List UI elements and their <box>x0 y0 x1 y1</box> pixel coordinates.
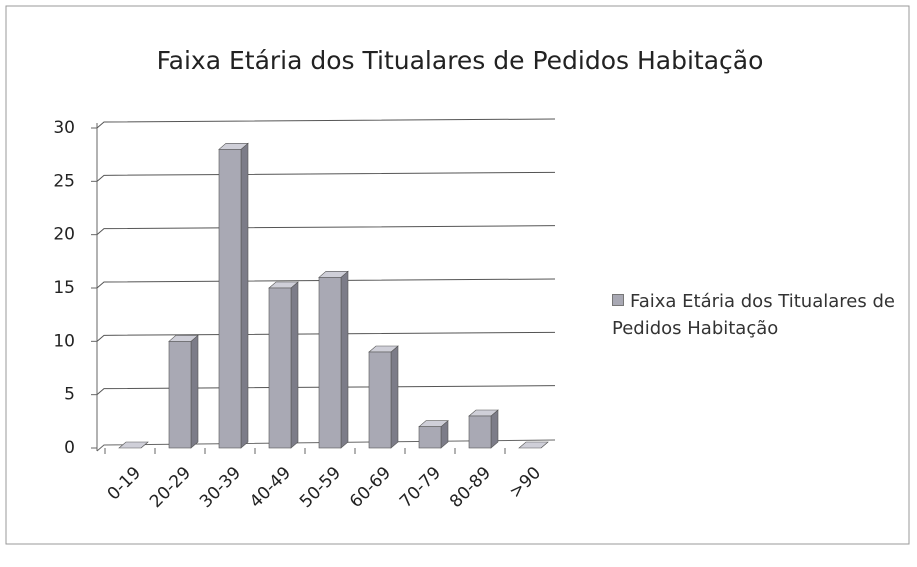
x-tick-label: 20-29 <box>146 463 195 512</box>
bar <box>268 287 292 449</box>
grid-line <box>96 385 556 396</box>
x-tick-label: 30-39 <box>196 463 245 512</box>
y-tick-label: 30 <box>53 118 75 138</box>
bar-side <box>490 409 499 449</box>
grid-line <box>96 171 556 182</box>
bar-side <box>290 281 299 449</box>
bar <box>418 426 442 449</box>
bar-top <box>518 441 549 449</box>
y-tick-label: 25 <box>53 171 75 191</box>
x-tick-label: 70-79 <box>396 463 445 512</box>
y-tick-label: 10 <box>53 331 75 351</box>
floor <box>96 439 556 452</box>
bar <box>368 351 392 449</box>
y-tick-label: 5 <box>64 385 75 405</box>
bar-top <box>118 441 149 449</box>
grid-line <box>96 331 556 342</box>
bar-side <box>340 270 349 449</box>
x-tick-label: >90 <box>506 463 546 503</box>
legend: Faixa Etária dos Titualares de Pedidos H… <box>612 288 912 342</box>
grid-line <box>96 118 556 129</box>
bar-side <box>390 345 399 449</box>
bar <box>168 341 192 449</box>
legend-swatch <box>612 294 624 306</box>
y-tick-label: 0 <box>64 438 75 458</box>
bar <box>318 277 342 449</box>
x-tick-label: 40-49 <box>246 463 295 512</box>
bar-side <box>190 334 199 449</box>
chart-title: Faixa Etária dos Titualares de Pedidos H… <box>157 46 764 75</box>
x-tick-label: 60-69 <box>346 463 395 512</box>
bar <box>468 415 492 449</box>
grid-line <box>96 278 556 289</box>
x-tick-label: 50-59 <box>296 463 345 512</box>
grid-line <box>96 225 556 236</box>
y-tick-label: 20 <box>53 225 75 245</box>
bar <box>218 149 242 449</box>
y-tick-label: 15 <box>53 278 75 298</box>
x-tick-label: 0-19 <box>104 463 145 504</box>
x-tick-label: 80-89 <box>446 463 495 512</box>
chart-frame <box>5 5 910 545</box>
legend-label: Faixa Etária dos Titualares de Pedidos H… <box>612 291 895 339</box>
bar-side <box>240 142 249 449</box>
